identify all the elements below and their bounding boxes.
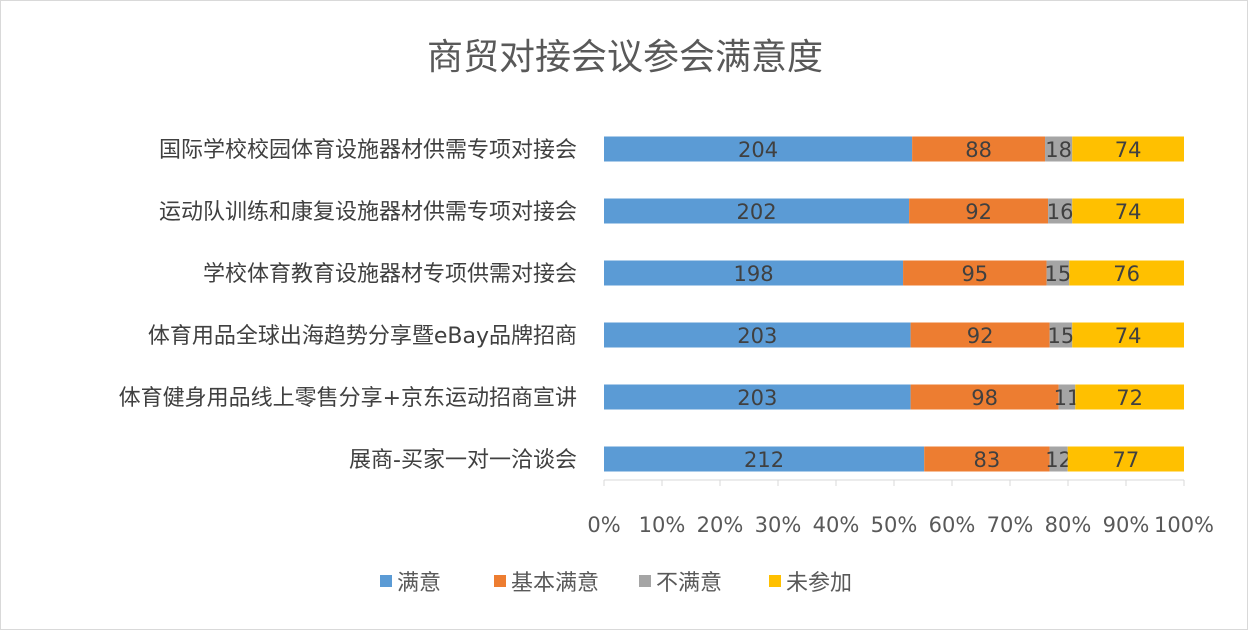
data-label: 15 [1045, 262, 1072, 286]
legend-label: 基本满意 [511, 571, 599, 596]
legend-swatch [494, 575, 506, 587]
bar-segment [1067, 446, 1184, 472]
bar-segment [910, 322, 1050, 348]
data-label: 92 [965, 200, 992, 224]
x-tick-label: 80% [1045, 513, 1092, 537]
bar-segment [604, 322, 911, 348]
bar-segment [1045, 136, 1073, 162]
category-label: 体育健身用品线上零售分享+京东运动招商宣讲 [119, 386, 577, 411]
bar-segment [604, 384, 911, 410]
bar-segment [1072, 136, 1184, 162]
data-label: 15 [1048, 324, 1075, 348]
legend-label: 未参加 [786, 571, 852, 596]
bar-segment [604, 446, 925, 472]
legend: 满意 基本满意 不满意 未参加 [380, 571, 852, 596]
data-label: 203 [737, 324, 777, 348]
x-tick-label: 100% [1154, 513, 1214, 537]
category-label: 国际学校校园体育设施器材供需专项对接会 [159, 138, 577, 163]
data-label: 92 [967, 324, 994, 348]
bar-segment [910, 384, 1059, 410]
legend-swatch [380, 575, 392, 587]
legend-label: 满意 [397, 571, 441, 596]
bar-segment [1048, 198, 1073, 224]
data-label: 74 [1115, 324, 1142, 348]
data-label: 18 [1045, 138, 1072, 162]
data-label: 88 [965, 138, 992, 162]
x-tick-label: 50% [871, 513, 918, 537]
x-tick-label: 20% [697, 513, 744, 537]
data-label: 83 [974, 448, 1001, 472]
x-tick-label: 90% [1103, 513, 1150, 537]
bar-segment [604, 136, 913, 162]
data-label: 212 [744, 448, 784, 472]
bar-segment [1075, 384, 1184, 410]
bar-segment [1058, 384, 1076, 410]
x-tick-label: 10% [639, 513, 686, 537]
bar-segment [1049, 446, 1068, 472]
x-tick-label: 60% [929, 513, 976, 537]
bar-segment [604, 198, 910, 224]
x-tick-label: 70% [987, 513, 1034, 537]
data-label: 16 [1047, 200, 1074, 224]
x-tick-label: 30% [755, 513, 802, 537]
bar-segment [1072, 322, 1184, 348]
bar-segment [1072, 198, 1184, 224]
data-label: 203 [737, 386, 777, 410]
data-label: 77 [1112, 448, 1139, 472]
chart-title: 商贸对接会议参会满意度 [427, 37, 823, 78]
data-label: 12 [1045, 448, 1072, 472]
category-label: 体育用品全球出海趋势分享暨eBay品牌招商 [148, 324, 577, 349]
bar-segment [909, 198, 1049, 224]
bar-segment [604, 260, 904, 286]
data-label: 74 [1115, 138, 1142, 162]
category-label: 展商-买家一对一洽谈会 [349, 448, 577, 473]
data-label: 76 [1113, 262, 1140, 286]
bars-group: 国际学校校园体育设施器材供需专项对接会 204 88 18 74 运动队训练和康复设施器材… [119, 136, 1184, 473]
data-label: 74 [1115, 200, 1142, 224]
bar-segment [1069, 260, 1184, 286]
data-label: 202 [737, 200, 777, 224]
legend-swatch [639, 575, 651, 587]
bar-segment [1049, 322, 1073, 348]
data-label: 198 [733, 262, 773, 286]
data-label: 72 [1116, 386, 1143, 410]
category-label: 运动队训练和康复设施器材供需专项对接会 [159, 200, 577, 225]
x-tick-label: 40% [813, 513, 860, 537]
bar-segment [903, 260, 1047, 286]
data-label: 204 [738, 138, 778, 162]
bar-segment [912, 136, 1046, 162]
x-axis: 0% 10% 20% 30% 40% 50% 60% 70% 80% 90% 100% [587, 479, 1214, 537]
data-label: 98 [971, 386, 998, 410]
bar-segment [924, 446, 1050, 472]
bar-segment [1046, 260, 1070, 286]
legend-label: 不满意 [656, 571, 722, 596]
category-label: 学校体育教育设施器材专项供需对接会 [203, 262, 577, 287]
data-label: 95 [961, 262, 988, 286]
legend-swatch [769, 575, 781, 587]
x-tick-label: 0% [587, 513, 620, 537]
